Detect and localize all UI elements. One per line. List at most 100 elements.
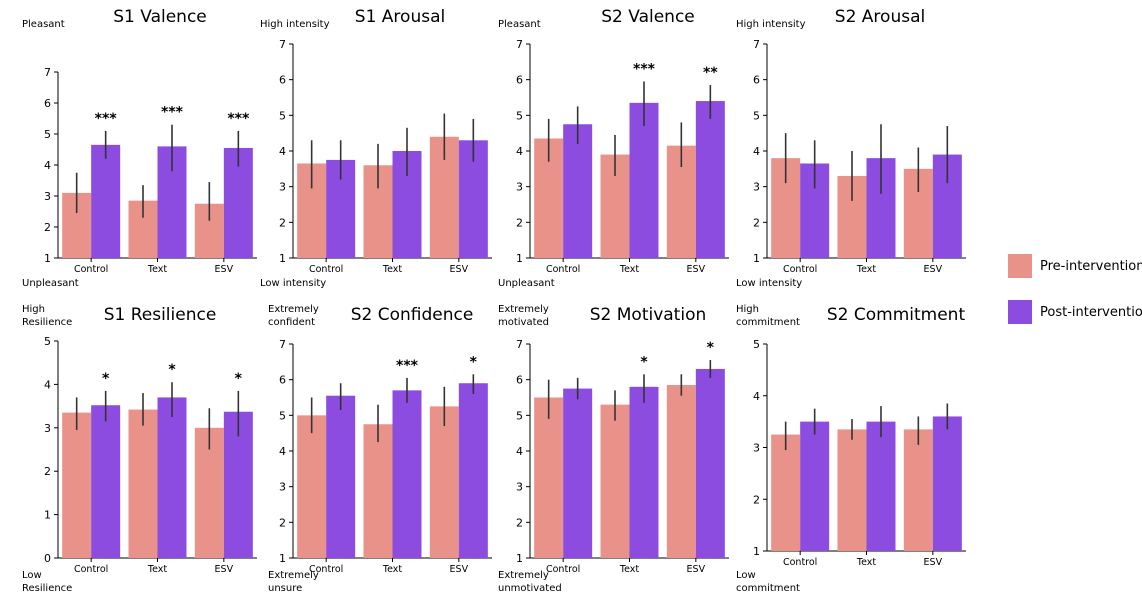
- x-tick-label: ESV: [450, 564, 469, 575]
- y-tick-label: 7: [279, 338, 286, 351]
- scale-label-bottom: Low intensity: [736, 278, 802, 289]
- chart-panel-5: S1 Resilience High Resilience Low Resilience…: [22, 304, 257, 594]
- chart-title: S1 Valence: [113, 7, 207, 27]
- scale-label-bottom: Low: [736, 570, 756, 581]
- significance-marker: ***: [161, 105, 184, 121]
- bar-pre: [128, 409, 158, 558]
- x-tick-label: Control: [546, 264, 580, 275]
- significance-marker: **: [703, 65, 718, 81]
- bar-post: [932, 416, 962, 551]
- legend-label-pre: Pre-intervention: [1040, 258, 1142, 274]
- y-tick-label: 4: [279, 145, 286, 158]
- scale-label-bottom: Extremely: [268, 570, 319, 581]
- x-tick-label: ESV: [215, 264, 234, 275]
- scale-label-bottom: commitment: [736, 583, 800, 594]
- x-tick-label: Control: [74, 564, 108, 575]
- scale-label-top: Resilience: [22, 317, 72, 328]
- x-tick-label: Text: [382, 264, 402, 275]
- y-tick-label: 2: [279, 216, 286, 229]
- chart-title: S2 Confidence: [351, 305, 474, 325]
- y-tick-label: 2: [279, 516, 286, 529]
- legend-item-post: Post-intervention: [1008, 298, 1142, 326]
- y-tick-label: 6: [279, 74, 286, 87]
- y-tick-label: 2: [753, 216, 760, 229]
- scale-label-top: Extremely: [268, 304, 319, 315]
- legend-label-post: Post-intervention: [1040, 304, 1142, 320]
- legend-swatch-post: [1008, 300, 1032, 324]
- scale-label-top: High intensity: [260, 19, 330, 30]
- x-tick-label: Text: [147, 264, 167, 275]
- x-tick-label: Text: [382, 564, 402, 575]
- scale-label-bottom: Low intensity: [260, 278, 326, 289]
- y-tick-label: 6: [516, 74, 523, 87]
- bar-post: [866, 421, 896, 551]
- chart-title: S2 Arousal: [835, 7, 925, 27]
- y-tick-label: 4: [516, 145, 523, 158]
- scale-label-bottom: Unpleasant: [22, 278, 79, 289]
- chart-title: S2 Commitment: [827, 305, 966, 325]
- bar-post: [695, 101, 725, 258]
- y-tick-label: 1: [516, 552, 523, 565]
- scale-label-bottom: Low: [22, 570, 42, 581]
- bar-post: [563, 124, 593, 258]
- x-tick-label: ESV: [687, 564, 706, 575]
- scale-label-top: confident: [268, 317, 315, 328]
- y-tick-label: 7: [516, 38, 523, 51]
- y-tick-label: 5: [753, 109, 760, 122]
- y-tick-label: 1: [516, 252, 523, 265]
- y-tick-label: 3: [516, 481, 523, 494]
- scale-label-top: High: [736, 304, 759, 315]
- y-tick-label: 3: [44, 422, 51, 435]
- x-tick-label: Control: [309, 264, 343, 275]
- bar-pre: [903, 429, 933, 551]
- scale-label-top: Pleasant: [498, 19, 541, 30]
- bar-post: [91, 405, 121, 558]
- y-tick-label: 6: [44, 97, 51, 110]
- bar-pre: [666, 385, 696, 558]
- y-tick-label: 2: [516, 516, 523, 529]
- y-tick-label: 3: [44, 190, 51, 203]
- bar-post: [629, 102, 659, 258]
- bar-post: [157, 397, 187, 558]
- chart-panel-2: S1 Arousal High intensity Low intensity 1 2 3…: [260, 7, 492, 289]
- y-tick-label: 4: [44, 159, 51, 172]
- y-tick-label: 7: [279, 38, 286, 51]
- significance-marker: *: [640, 354, 648, 370]
- significance-marker: ***: [227, 111, 250, 127]
- y-tick-label: 4: [753, 390, 760, 403]
- significance-marker: *: [707, 340, 715, 356]
- significance-marker: ***: [396, 358, 419, 374]
- y-tick-label: 0: [44, 552, 51, 565]
- bar-pre: [771, 434, 801, 551]
- bar-post: [695, 368, 725, 558]
- chart-panel-7: S2 Motivation Extremely motivated Extremely…: [498, 304, 729, 594]
- bar-post: [629, 386, 659, 558]
- y-tick-label: 1: [44, 509, 51, 522]
- x-tick-label: Text: [147, 564, 167, 575]
- chart-title: S2 Motivation: [590, 305, 707, 325]
- legend-swatch-pre: [1008, 254, 1032, 278]
- bar-pre: [62, 412, 92, 558]
- significance-marker: *: [102, 371, 110, 387]
- y-tick-label: 3: [516, 181, 523, 194]
- bar-pre: [534, 397, 564, 558]
- scale-label-bottom: unsure: [268, 583, 302, 594]
- y-tick-label: 2: [516, 216, 523, 229]
- x-tick-label: ESV: [924, 557, 943, 568]
- y-tick-label: 6: [753, 74, 760, 87]
- chart-panel-4: S2 Arousal High intensity Low intensity 1 2 3…: [736, 7, 966, 289]
- bar-post: [563, 388, 593, 558]
- y-tick-label: 6: [279, 374, 286, 387]
- scale-label-bottom: Extremely: [498, 570, 549, 581]
- scale-label-top: High intensity: [736, 19, 806, 30]
- y-tick-label: 7: [516, 338, 523, 351]
- bar-post: [326, 395, 356, 558]
- legend-item-pre: Pre-intervention: [1008, 252, 1142, 280]
- chart-panel-6: S2 Confidence Extremely confident Extremely…: [268, 304, 492, 594]
- y-tick-label: 2: [44, 221, 51, 234]
- y-tick-label: 2: [44, 465, 51, 478]
- x-tick-label: Control: [74, 264, 108, 275]
- significance-marker: *: [470, 354, 478, 370]
- y-tick-label: 7: [44, 66, 51, 79]
